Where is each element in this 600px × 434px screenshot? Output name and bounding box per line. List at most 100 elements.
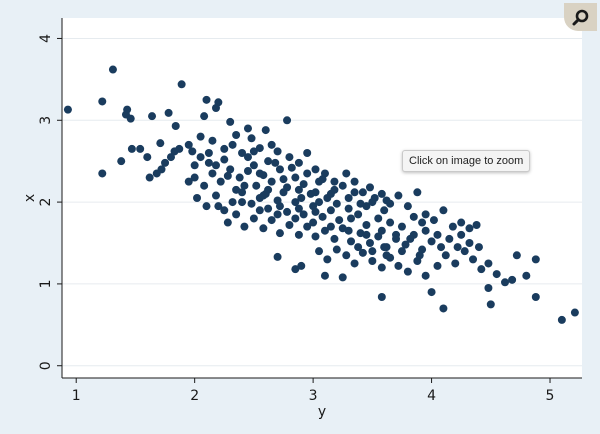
data-point: [320, 271, 329, 280]
data-point: [382, 251, 391, 260]
data-point: [283, 116, 292, 125]
data-point: [409, 212, 418, 221]
data-point: [437, 243, 446, 252]
y-tick-label: 0: [38, 361, 54, 370]
data-point: [273, 252, 282, 261]
data-point: [202, 95, 211, 104]
data-point: [291, 173, 300, 182]
data-point: [299, 210, 308, 219]
data-point: [63, 105, 72, 114]
data-point: [211, 161, 220, 170]
data-point: [208, 136, 217, 145]
data-point: [196, 153, 205, 162]
data-point: [377, 263, 386, 272]
data-point: [228, 198, 237, 207]
data-point: [117, 157, 126, 166]
data-point: [315, 247, 324, 256]
data-point: [350, 259, 359, 268]
data-point: [460, 247, 469, 256]
data-point: [152, 169, 161, 178]
data-point: [344, 204, 353, 213]
data-point: [394, 191, 403, 200]
data-point: [401, 240, 410, 249]
data-point: [249, 147, 258, 156]
data-point: [332, 199, 341, 208]
data-point: [208, 169, 217, 178]
data-point: [311, 207, 320, 216]
data-point: [240, 181, 249, 190]
data-point: [531, 255, 540, 264]
data-point: [249, 161, 258, 170]
data-point: [235, 173, 244, 182]
data-point: [413, 188, 422, 197]
data-point: [98, 169, 107, 178]
data-point: [421, 210, 430, 219]
data-point: [220, 155, 229, 164]
data-point: [323, 255, 332, 264]
data-point: [421, 226, 430, 235]
data-point: [354, 210, 363, 219]
data-point: [377, 189, 386, 198]
data-point: [377, 226, 386, 235]
data-point: [465, 239, 474, 247]
data-point: [247, 199, 256, 208]
data-point: [311, 188, 320, 197]
data-point: [243, 153, 252, 162]
data-point: [311, 232, 320, 241]
data-point: [294, 230, 303, 239]
data-point: [238, 149, 247, 157]
data-point: [303, 149, 312, 157]
data-point: [380, 206, 389, 215]
data-point: [374, 232, 383, 241]
data-point: [406, 234, 415, 243]
data-point: [457, 218, 466, 227]
data-point: [247, 134, 256, 143]
data-point: [255, 206, 264, 215]
data-point: [303, 169, 312, 178]
data-point: [291, 198, 300, 207]
data-point: [344, 194, 353, 202]
data-point: [338, 181, 347, 190]
data-point: [193, 194, 202, 202]
data-point: [368, 257, 377, 265]
data-point: [486, 300, 495, 309]
data-point: [108, 65, 117, 74]
zoom-button[interactable]: [564, 3, 597, 31]
data-point: [330, 177, 339, 186]
data-point: [279, 188, 288, 197]
data-point: [264, 204, 273, 213]
data-point: [508, 275, 517, 284]
data-point: [252, 181, 261, 190]
data-point: [350, 188, 359, 197]
data-point: [418, 218, 427, 227]
data-point: [214, 202, 223, 211]
data-point: [285, 221, 294, 229]
data-point: [166, 153, 175, 162]
data-point: [275, 229, 284, 238]
data-point: [315, 198, 324, 207]
data-point: [557, 315, 566, 324]
data-point: [271, 158, 280, 167]
data-point: [415, 251, 424, 260]
data-point: [232, 131, 241, 139]
data-point: [223, 171, 232, 180]
data-point: [267, 140, 276, 149]
data-point: [570, 308, 579, 317]
data-point: [403, 267, 412, 276]
data-point: [326, 222, 335, 231]
data-point: [522, 271, 531, 280]
data-point: [285, 153, 294, 162]
data-point: [299, 180, 308, 189]
data-point: [421, 271, 430, 280]
data-point: [228, 140, 237, 149]
data-point: [368, 198, 377, 207]
data-point: [492, 270, 501, 279]
data-point: [338, 273, 347, 282]
x-tick-label: 5: [546, 388, 555, 404]
data-point: [457, 230, 466, 239]
data-point: [531, 293, 540, 301]
data-point: [441, 251, 450, 260]
data-point: [320, 226, 329, 235]
data-point: [216, 177, 225, 186]
